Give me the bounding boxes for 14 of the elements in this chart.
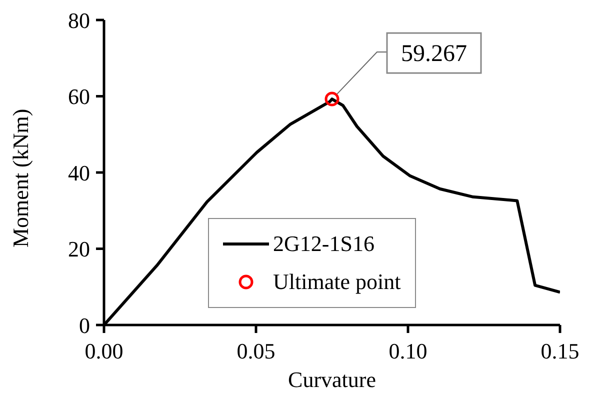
x-tick-label: 0.10 <box>388 338 428 364</box>
annotation: 59.267 <box>401 41 467 68</box>
y-tick-label: 40 <box>68 160 90 186</box>
y-axis-title: Moment (kNm) <box>8 108 33 248</box>
x-tick-label: 0.00 <box>84 338 124 364</box>
y-tick-label: 60 <box>68 84 90 110</box>
y-tick-label: 20 <box>68 236 90 262</box>
legend-label: 2G12-1S16 <box>273 231 374 257</box>
y-tick-label: 80 <box>68 8 90 33</box>
x-tick-label: 0.05 <box>236 338 276 364</box>
legend-label: Ultimate point <box>273 269 401 295</box>
y-tick-label: 0 <box>79 312 90 338</box>
x-axis-title: Curvature <box>288 367 376 392</box>
x-tick-label: 0.15 <box>540 338 580 364</box>
